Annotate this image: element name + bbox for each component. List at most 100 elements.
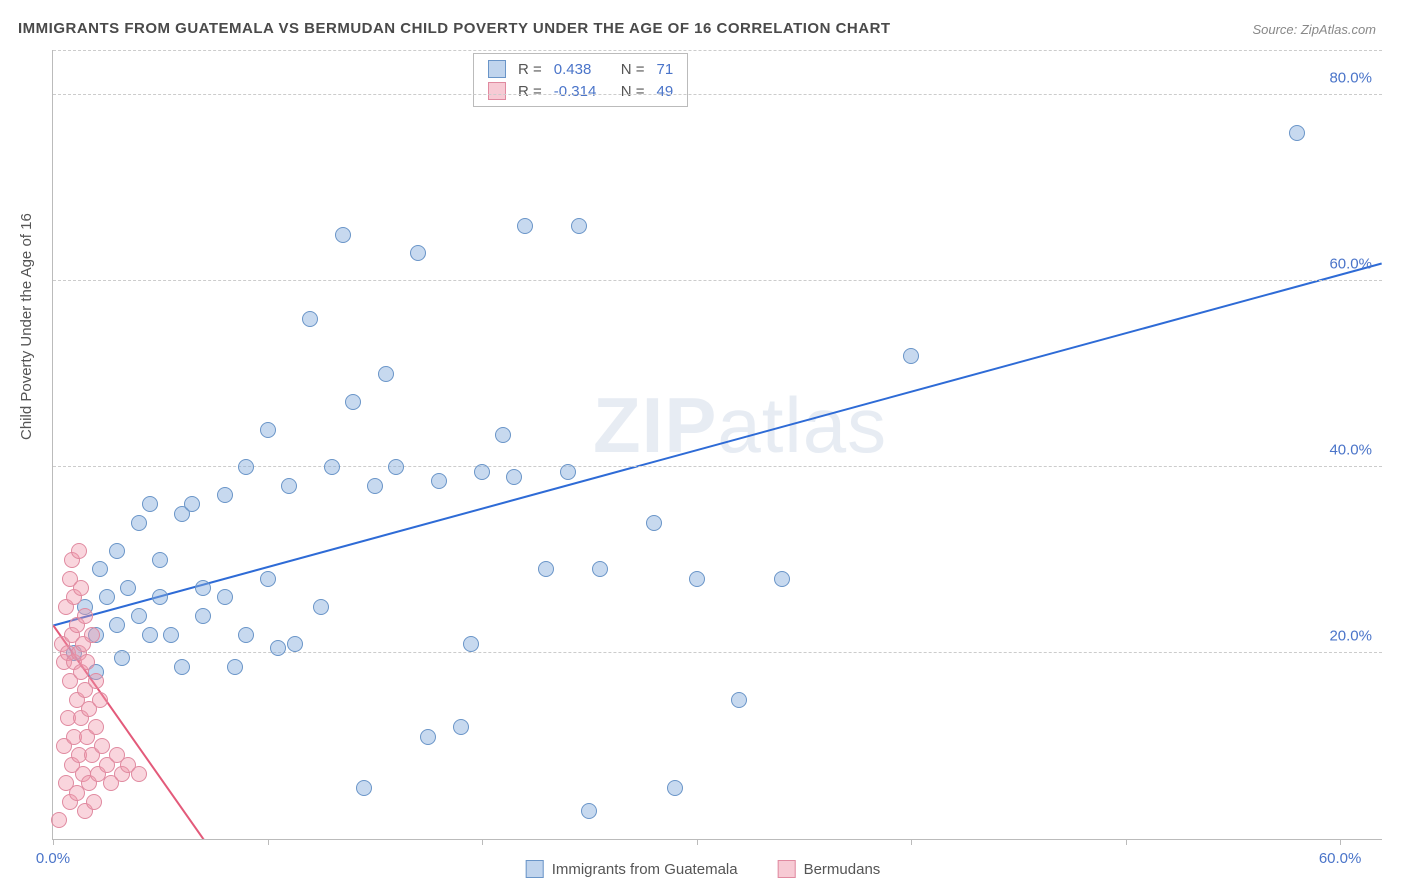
legend-swatch <box>526 860 544 878</box>
data-point <box>420 729 436 745</box>
data-point <box>195 580 211 596</box>
data-point <box>474 464 490 480</box>
data-point <box>217 589 233 605</box>
gridline <box>53 652 1382 653</box>
data-point <box>174 659 190 675</box>
legend-swatch <box>488 82 506 100</box>
data-point <box>410 245 426 261</box>
data-point <box>152 552 168 568</box>
data-point <box>71 543 87 559</box>
x-tick <box>911 839 912 845</box>
data-point <box>109 543 125 559</box>
data-point <box>356 780 372 796</box>
data-point <box>99 589 115 605</box>
r-value: 0.438 <box>554 61 609 78</box>
data-point <box>131 766 147 782</box>
data-point <box>517 218 533 234</box>
legend-item: Bermudans <box>778 860 881 878</box>
x-tick-label: 0.0% <box>36 850 70 867</box>
data-point <box>92 692 108 708</box>
gridline <box>53 50 1382 51</box>
data-point <box>731 692 747 708</box>
data-point <box>367 478 383 494</box>
data-point <box>646 515 662 531</box>
data-point <box>260 422 276 438</box>
x-tick-label: 60.0% <box>1319 850 1362 867</box>
data-point <box>302 311 318 327</box>
data-point <box>260 571 276 587</box>
gridline <box>53 280 1382 281</box>
data-point <box>1289 125 1305 141</box>
data-point <box>571 218 587 234</box>
data-point <box>79 654 95 670</box>
data-point <box>774 571 790 587</box>
data-point <box>94 738 110 754</box>
source-label: Source: ZipAtlas.com <box>1252 22 1376 37</box>
gridline <box>53 94 1382 95</box>
data-point <box>88 673 104 689</box>
data-point <box>142 496 158 512</box>
y-axis-label: Child Poverty Under the Age of 16 <box>18 213 35 440</box>
data-point <box>92 561 108 577</box>
data-point <box>378 366 394 382</box>
r-value: -0.314 <box>554 83 609 100</box>
data-point <box>313 599 329 615</box>
data-point <box>903 348 919 364</box>
data-point <box>163 627 179 643</box>
data-point <box>184 496 200 512</box>
x-tick <box>53 839 54 845</box>
data-point <box>431 473 447 489</box>
x-tick <box>482 839 483 845</box>
r-label: R = <box>518 61 542 78</box>
data-point <box>506 469 522 485</box>
n-value: 71 <box>657 61 674 78</box>
data-point <box>495 427 511 443</box>
chart-title: IMMIGRANTS FROM GUATEMALA VS BERMUDAN CH… <box>18 20 891 37</box>
data-point <box>131 515 147 531</box>
legend-swatch <box>488 60 506 78</box>
data-point <box>281 478 297 494</box>
x-tick <box>1126 839 1127 845</box>
bottom-legend: Immigrants from GuatemalaBermudans <box>526 860 881 878</box>
data-point <box>689 571 705 587</box>
trend-lines <box>53 50 1382 839</box>
data-point <box>114 650 130 666</box>
data-point <box>88 719 104 735</box>
legend-swatch <box>778 860 796 878</box>
n-label: N = <box>621 61 645 78</box>
data-point <box>77 608 93 624</box>
watermark: ZIPatlas <box>593 380 887 471</box>
data-point <box>324 459 340 475</box>
data-point <box>581 803 597 819</box>
r-label: R = <box>518 83 542 100</box>
data-point <box>270 640 286 656</box>
data-point <box>238 627 254 643</box>
legend-label: Bermudans <box>804 861 881 878</box>
data-point <box>345 394 361 410</box>
data-point <box>195 608 211 624</box>
data-point <box>120 580 136 596</box>
data-point <box>109 617 125 633</box>
correlation-stats-box: R =0.438N =71R =-0.314N =49 <box>473 53 688 107</box>
y-tick-label: 80.0% <box>1329 70 1372 87</box>
x-tick <box>268 839 269 845</box>
data-point <box>217 487 233 503</box>
y-tick-label: 20.0% <box>1329 628 1372 645</box>
y-tick-label: 60.0% <box>1329 256 1372 273</box>
plot-area: ZIPatlas R =0.438N =71R =-0.314N =49 20.… <box>52 50 1382 840</box>
data-point <box>84 627 100 643</box>
stats-row: R = 0.438 N = 71 <box>474 58 687 80</box>
data-point <box>131 608 147 624</box>
data-point <box>388 459 404 475</box>
y-tick-label: 40.0% <box>1329 442 1372 459</box>
data-point <box>86 794 102 810</box>
data-point <box>453 719 469 735</box>
x-tick <box>697 839 698 845</box>
data-point <box>335 227 351 243</box>
data-point <box>238 459 254 475</box>
data-point <box>51 812 67 828</box>
data-point <box>227 659 243 675</box>
n-label: N = <box>621 83 645 100</box>
data-point <box>73 580 89 596</box>
data-point <box>538 561 554 577</box>
